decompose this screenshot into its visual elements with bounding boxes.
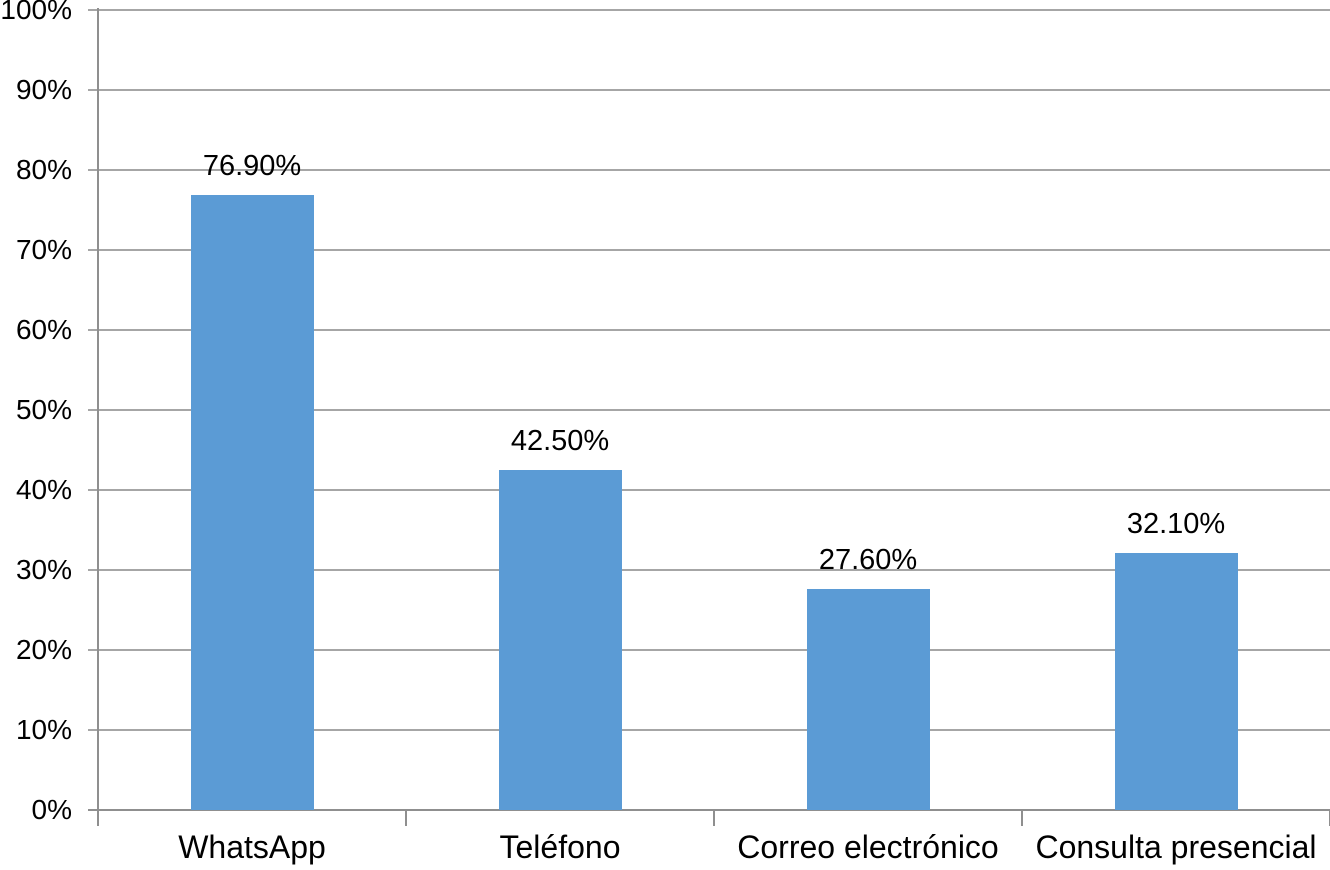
gridline — [88, 89, 1330, 91]
bar-whatsapp — [190, 194, 314, 810]
x-axis-line — [88, 809, 1330, 811]
y-axis-tick-label: 80% — [15, 154, 72, 185]
gridline — [88, 9, 1330, 11]
bar-value-label: 27.60% — [818, 544, 918, 577]
y-axis-tick-label: 70% — [15, 234, 72, 265]
bar-telefono — [498, 470, 622, 810]
bar-value-label: 76.90% — [202, 149, 302, 182]
y-axis-tick-label: 100% — [0, 0, 72, 25]
y-axis-tick-label: 60% — [15, 314, 72, 345]
gridline — [88, 249, 1330, 251]
gridline — [88, 409, 1330, 411]
x-axis-category-label: Correo electrónico — [737, 829, 999, 865]
bar-value-label: 32.10% — [1126, 508, 1226, 541]
gridline — [88, 489, 1330, 491]
x-axis-category-label: WhatsApp — [178, 829, 326, 865]
x-axis-category-label: Consulta presencial — [1035, 829, 1317, 865]
x-axis-tick — [1021, 810, 1023, 826]
y-axis-tick-label: 10% — [15, 714, 72, 745]
x-axis-tick — [405, 810, 407, 826]
x-axis-category-label: Teléfono — [499, 829, 621, 865]
gridline — [88, 729, 1330, 731]
bar-correo-electronico — [806, 589, 930, 810]
y-axis-tick-label: 50% — [15, 394, 72, 425]
y-axis-tick-label: 90% — [15, 74, 72, 105]
y-axis-tick-label: 0% — [31, 794, 72, 825]
bar-value-label: 42.50% — [510, 425, 610, 457]
y-axis-line — [97, 8, 99, 826]
bar-consulta-presencial — [1114, 553, 1238, 810]
x-axis-tick — [713, 810, 715, 826]
gridline — [88, 329, 1330, 331]
y-axis-tick-label: 20% — [15, 634, 72, 665]
gridline — [88, 569, 1330, 571]
y-axis-tick-label: 30% — [15, 554, 72, 585]
y-axis-tick-label: 40% — [15, 474, 72, 505]
gridline — [88, 169, 1330, 171]
gridline — [88, 649, 1330, 651]
